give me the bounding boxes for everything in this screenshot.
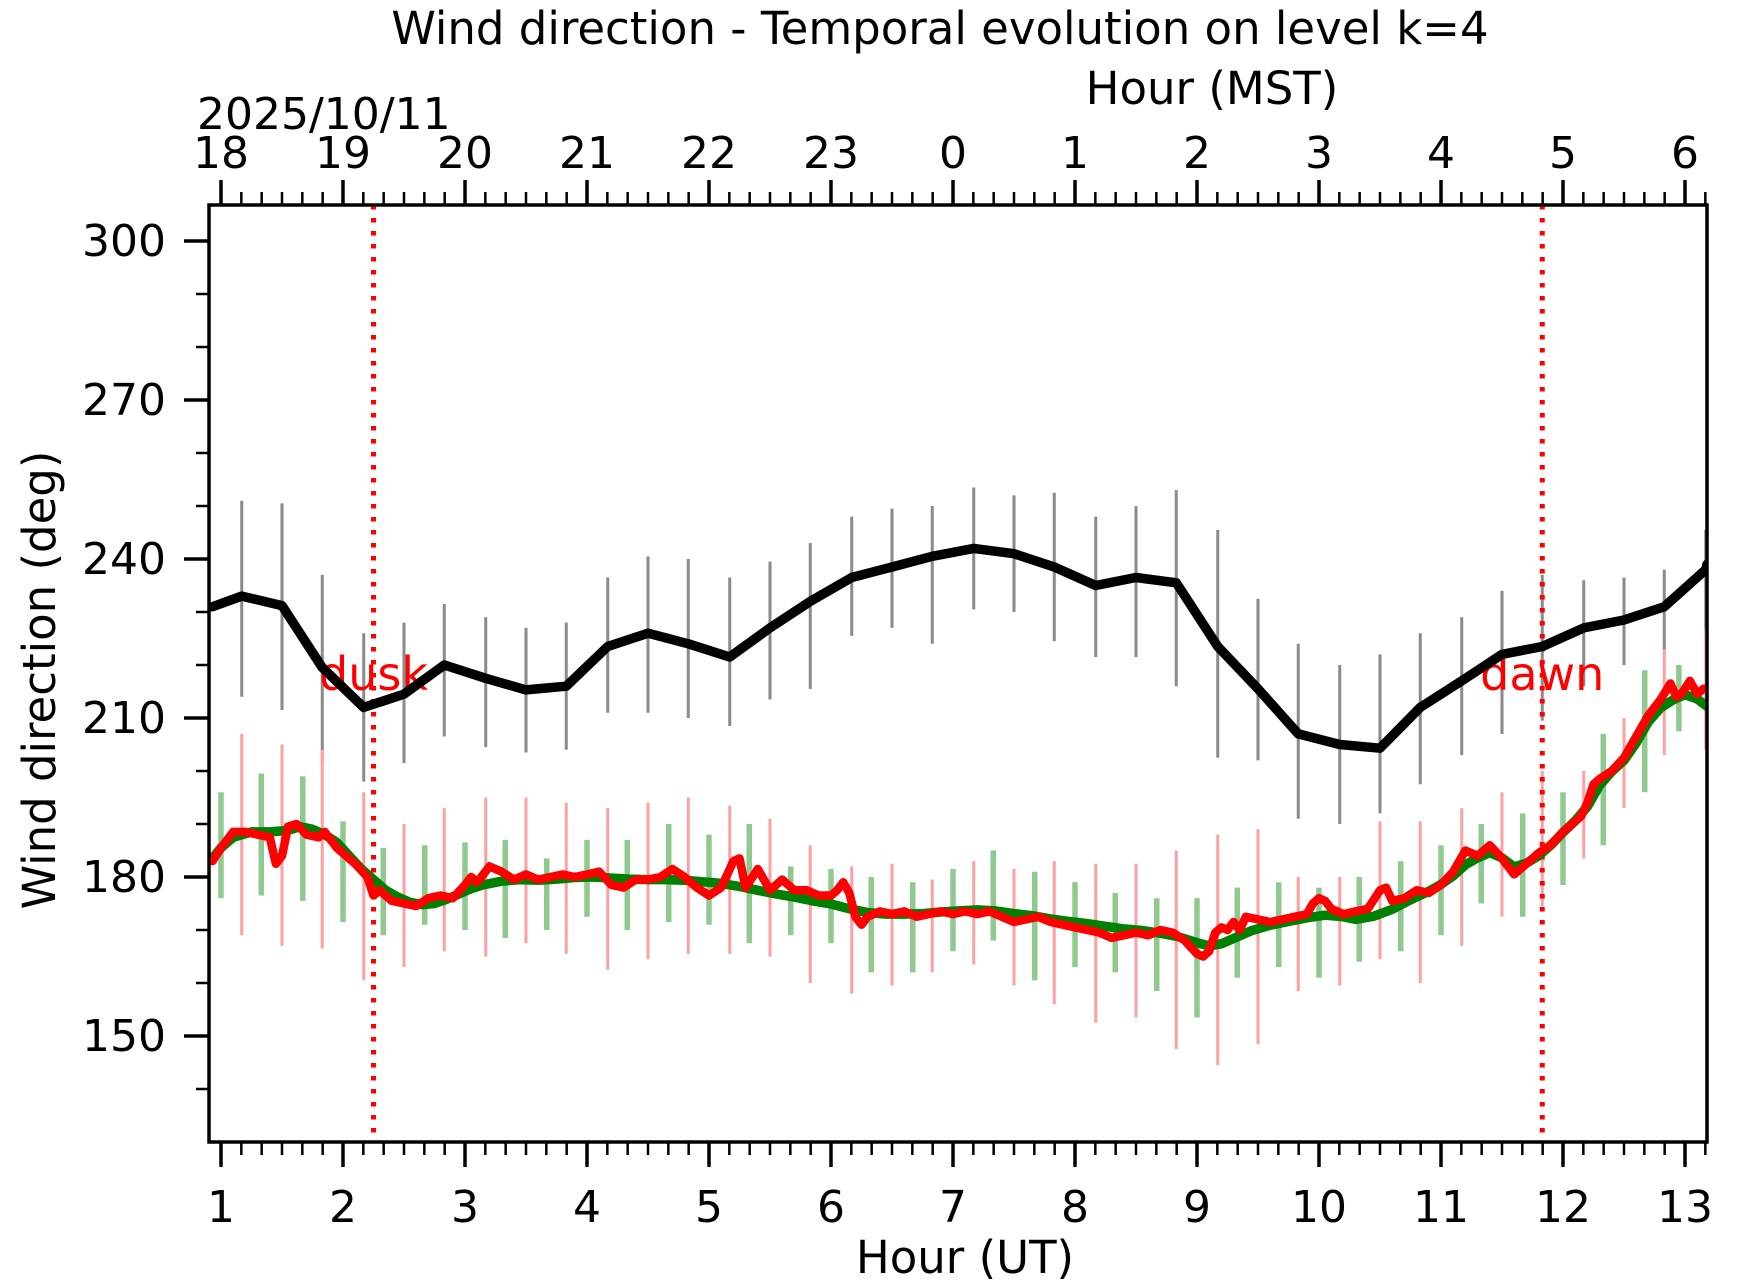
top-tick-label: 23 xyxy=(803,128,859,179)
green-curve xyxy=(209,689,1707,951)
y-tick-label: 240 xyxy=(82,534,166,585)
top-tick-label: 6 xyxy=(1671,128,1699,179)
x-tick-label: 1 xyxy=(207,1182,235,1233)
top-tick-label: 20 xyxy=(437,128,493,179)
y-tick-label: 180 xyxy=(82,852,166,903)
top-tick-label: 5 xyxy=(1549,128,1577,179)
y-tick-label: 300 xyxy=(82,216,166,267)
errorbar-groups xyxy=(218,487,1708,1066)
top-tick-label: 21 xyxy=(559,128,615,179)
y-axis-label: Wind direction (deg) xyxy=(13,451,66,910)
x-tick-label: 13 xyxy=(1657,1182,1713,1233)
top-tick-label: 4 xyxy=(1427,128,1455,179)
x-tick-label: 2 xyxy=(329,1182,357,1233)
x-tick-label: 7 xyxy=(939,1182,967,1233)
top-tick-label: 2 xyxy=(1183,128,1211,179)
top-tick-label: 18 xyxy=(193,128,249,179)
black-curve xyxy=(209,543,1707,753)
x-tick-label: 6 xyxy=(817,1182,845,1233)
chart-title: Wind direction - Temporal evolution on l… xyxy=(391,2,1488,55)
top-tick-label: 1 xyxy=(1061,128,1089,179)
x-tick-label: 4 xyxy=(573,1182,601,1233)
bottom-axis-label: Hour (UT) xyxy=(856,1231,1074,1282)
y-tick-label: 270 xyxy=(82,375,166,426)
top-tick-label: 3 xyxy=(1305,128,1333,179)
x-tick-label: 11 xyxy=(1413,1182,1469,1233)
x-tick-label: 10 xyxy=(1291,1182,1347,1233)
axes-frame xyxy=(207,203,1709,1144)
x-tick-label: 3 xyxy=(451,1182,479,1233)
x-tick-label: 9 xyxy=(1183,1182,1211,1233)
top-tick-label: 19 xyxy=(315,128,371,179)
x-tick-label: 5 xyxy=(695,1182,723,1233)
top-axis-label: Hour (MST) xyxy=(1086,62,1339,115)
top-tick-label: 0 xyxy=(939,128,967,179)
y-tick-label: 210 xyxy=(82,693,166,744)
axis-ticks xyxy=(184,180,1707,1167)
red-curve xyxy=(209,676,1707,961)
x-tick-label: 8 xyxy=(1061,1182,1089,1233)
y-tick-label: 150 xyxy=(82,1011,166,1062)
top-tick-label: 22 xyxy=(681,128,737,179)
x-tick-label: 12 xyxy=(1535,1182,1591,1233)
curves xyxy=(209,543,1707,961)
date-annotation: 2025/10/11 xyxy=(197,89,451,140)
